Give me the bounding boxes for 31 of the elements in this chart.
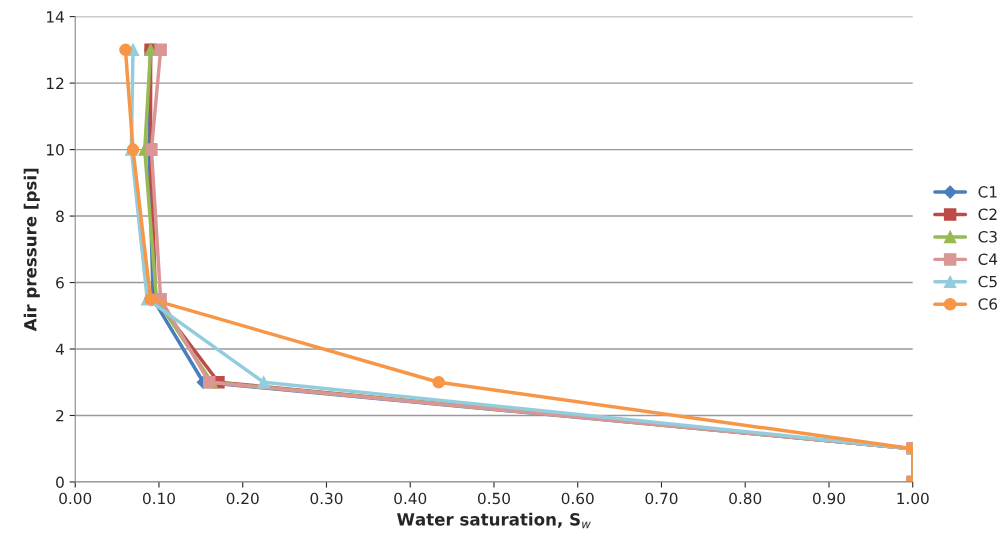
legend-label: C1 bbox=[978, 186, 997, 198]
y-tick-label: 8 bbox=[56, 210, 64, 223]
y-tick-label: 12 bbox=[47, 77, 64, 89]
legend-label: C5 bbox=[978, 275, 997, 288]
y-tick-label: 0 bbox=[56, 476, 64, 488]
x-tick-label: 0.70 bbox=[645, 492, 678, 505]
x-tick-label: 0.10 bbox=[142, 492, 175, 505]
y-tick-label: 2 bbox=[56, 409, 64, 422]
legend-label: C6 bbox=[978, 298, 998, 310]
point bbox=[154, 43, 167, 57]
legend-label: C2 bbox=[978, 208, 997, 221]
x-tick-label: 0.60 bbox=[561, 492, 594, 505]
x-tick-label: 0.40 bbox=[394, 492, 427, 505]
x-tick-label: 0.30 bbox=[310, 492, 343, 505]
y-tick-label: 14 bbox=[47, 11, 64, 23]
y-tick-label: 4 bbox=[55, 343, 64, 355]
legend-label: C4 bbox=[978, 253, 998, 265]
y-axis-title: Air pressure [psi] bbox=[23, 168, 40, 332]
point bbox=[119, 43, 132, 57]
x-tick-label: 0.00 bbox=[59, 492, 92, 505]
x-tick-label: 0.50 bbox=[477, 492, 510, 505]
y-tick-label: 6 bbox=[56, 277, 64, 289]
x-tick-label: 1.00 bbox=[897, 492, 929, 505]
point bbox=[257, 376, 270, 389]
point bbox=[432, 376, 445, 389]
x-tick-label: 0.90 bbox=[812, 492, 845, 505]
y-tick-label: 10 bbox=[47, 144, 64, 156]
x-axis-title: Water saturation, S$_{w}$ bbox=[397, 512, 591, 529]
x-tick-label: 0.80 bbox=[729, 492, 762, 505]
legend-label: C3 bbox=[978, 230, 997, 243]
x-tick-label: 0.20 bbox=[226, 492, 259, 505]
